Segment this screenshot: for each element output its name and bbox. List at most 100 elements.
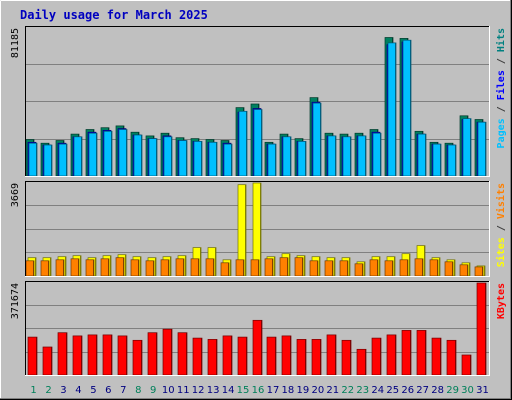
day-label-3: 3 bbox=[60, 385, 66, 396]
day-label-4: 4 bbox=[75, 385, 81, 396]
chart-panels: 81185 Pages / Files / Hits 3669 Sites / Vis… bbox=[10, 26, 507, 376]
legend-part: Pages bbox=[496, 118, 507, 148]
day-label-19: 19 bbox=[297, 385, 310, 396]
y-max-label-bottom: 371674 bbox=[10, 283, 21, 319]
bar-visits-day-28 bbox=[429, 259, 439, 277]
day-label-23: 23 bbox=[356, 385, 369, 396]
day-label-22: 22 bbox=[341, 385, 354, 396]
bar-pages-day-11 bbox=[178, 140, 188, 177]
bar-pages-day-14 bbox=[223, 143, 233, 177]
bar-pages-day-10 bbox=[163, 136, 173, 177]
bar-visits-day-7 bbox=[115, 257, 125, 277]
day-label-8: 8 bbox=[135, 385, 141, 396]
bar-visits-day-30 bbox=[459, 264, 469, 277]
bar-visits-day-15 bbox=[235, 259, 245, 277]
bar-visits-day-5 bbox=[85, 259, 95, 277]
bar-visits-day-18 bbox=[279, 257, 289, 277]
day-label-12: 12 bbox=[192, 385, 205, 396]
day-axis: 1 2 3 4 5 6 7 8 9 10 11 12 13 14 15 16 17 18 19 20 21 22 23 24 2… bbox=[30, 385, 489, 396]
bar-kbytes-day-3 bbox=[57, 332, 68, 376]
bar-kbytes-day-17 bbox=[266, 336, 277, 376]
bar-kbytes-day-15 bbox=[237, 336, 248, 376]
bar-kbytes-day-27 bbox=[416, 330, 427, 376]
bar-visits-day-23 bbox=[354, 263, 364, 277]
bar-visits-day-10 bbox=[160, 259, 170, 277]
bar-kbytes-day-12 bbox=[192, 337, 203, 376]
day-label-20: 20 bbox=[312, 385, 325, 396]
day-label-2: 2 bbox=[45, 385, 51, 396]
bar-pages-day-13 bbox=[208, 141, 218, 177]
bar-pages-day-5 bbox=[88, 132, 98, 177]
bar-kbytes-day-10 bbox=[162, 328, 173, 376]
bar-visits-day-1 bbox=[25, 260, 35, 277]
panel-middle: 3669 Sites / Visits bbox=[10, 181, 507, 277]
bar-kbytes-day-20 bbox=[311, 339, 322, 376]
panel-top: 81185 Pages / Files / Hits bbox=[10, 26, 507, 177]
y-max-label-top: 81185 bbox=[10, 28, 21, 58]
bar-pages-day-27 bbox=[417, 133, 427, 177]
bar-pages-day-25 bbox=[387, 42, 397, 177]
legend-part: Files bbox=[495, 70, 507, 100]
bar-kbytes-day-26 bbox=[401, 330, 412, 376]
bar-visits-day-20 bbox=[309, 260, 319, 277]
bar-pages-day-19 bbox=[297, 141, 307, 177]
legend-part: Hits bbox=[495, 28, 507, 52]
day-label-14: 14 bbox=[222, 385, 235, 396]
day-label-15: 15 bbox=[237, 385, 250, 396]
bar-kbytes-day-5 bbox=[87, 334, 98, 376]
day-label-21: 21 bbox=[326, 385, 339, 396]
bar-kbytes-day-6 bbox=[102, 334, 113, 376]
bar-kbytes-day-7 bbox=[117, 335, 128, 376]
bar-pages-day-29 bbox=[447, 144, 457, 177]
bar-pages-day-31 bbox=[477, 121, 487, 177]
bar-visits-day-14 bbox=[220, 262, 230, 277]
bar-kbytes-day-29 bbox=[446, 339, 457, 376]
day-label-29: 29 bbox=[446, 385, 459, 396]
bar-visits-day-21 bbox=[324, 260, 334, 277]
bar-visits-day-26 bbox=[399, 259, 409, 277]
bar-kbytes-day-16 bbox=[252, 319, 263, 376]
bar-pages-day-20 bbox=[312, 102, 322, 177]
legend-part: / bbox=[496, 100, 507, 118]
bar-kbytes-day-19 bbox=[296, 339, 307, 376]
day-label-28: 28 bbox=[431, 385, 444, 396]
bar-kbytes-day-28 bbox=[431, 337, 442, 376]
day-label-30: 30 bbox=[461, 385, 474, 396]
day-label-26: 26 bbox=[401, 385, 414, 396]
day-label-13: 13 bbox=[207, 385, 220, 396]
day-label-7: 7 bbox=[120, 385, 126, 396]
bar-pages-day-12 bbox=[193, 141, 203, 177]
bar-pages-day-2 bbox=[43, 144, 53, 177]
legend-part: / bbox=[496, 219, 507, 237]
bar-pages-day-9 bbox=[148, 138, 158, 177]
bar-kbytes-day-8 bbox=[132, 339, 143, 376]
panel-bottom: 371674 KBytes bbox=[10, 281, 507, 376]
bar-visits-day-12 bbox=[190, 258, 200, 277]
day-label-6: 6 bbox=[105, 385, 111, 396]
bar-visits-day-29 bbox=[444, 261, 454, 277]
legend-part: Sites bbox=[495, 237, 507, 267]
bar-visits-day-8 bbox=[130, 259, 140, 277]
legend-bottom: KBytes bbox=[496, 283, 507, 319]
bar-visits-day-13 bbox=[205, 258, 215, 277]
bar-kbytes-day-13 bbox=[207, 339, 218, 376]
bar-kbytes-day-21 bbox=[326, 334, 337, 376]
bar-kbytes-day-11 bbox=[177, 332, 188, 376]
day-label-5: 5 bbox=[90, 385, 96, 396]
bar-pages-day-21 bbox=[327, 135, 337, 177]
bar-visits-day-4 bbox=[70, 258, 80, 277]
bar-pages-day-16 bbox=[253, 109, 263, 177]
day-label-25: 25 bbox=[386, 385, 399, 396]
bar-pages-day-24 bbox=[372, 132, 382, 177]
bar-visits-day-22 bbox=[339, 260, 349, 277]
bar-kbytes-day-1 bbox=[27, 336, 38, 376]
day-label-10: 10 bbox=[162, 385, 175, 396]
bar-visits-day-25 bbox=[384, 260, 394, 277]
legend-part: Visits bbox=[495, 183, 507, 219]
bar-pages-day-18 bbox=[282, 136, 292, 177]
legend-top: Pages / Files / Hits bbox=[495, 28, 507, 148]
bar-pages-day-23 bbox=[357, 135, 367, 177]
day-label-9: 9 bbox=[150, 385, 156, 396]
bar-pages-day-7 bbox=[118, 129, 128, 177]
